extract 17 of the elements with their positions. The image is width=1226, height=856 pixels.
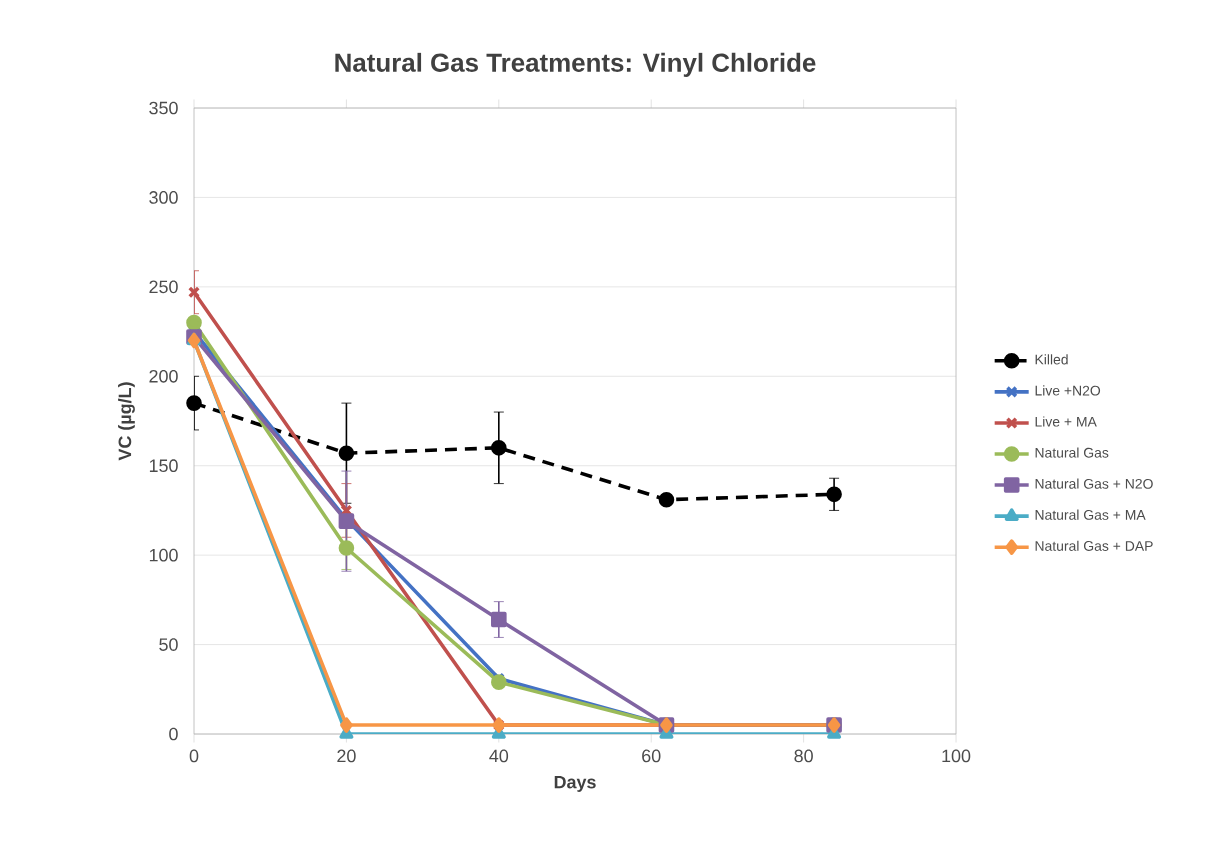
chart-title: Natural Gas Treatments: Vinyl Chloride xyxy=(335,52,816,77)
x-tick-label: 80 xyxy=(794,749,813,763)
x-tick-label: 60 xyxy=(642,749,661,763)
y-tick-label: 350 xyxy=(149,101,178,115)
x-tick-label: 0 xyxy=(189,749,199,763)
x-tick-label: 100 xyxy=(942,749,971,763)
y-axis-title: VC (µg/L) xyxy=(118,382,135,461)
y-tick-label: 200 xyxy=(149,369,178,383)
y-tick-label: 50 xyxy=(159,638,178,651)
x-axis-title: Days xyxy=(554,775,596,792)
y-tick-label: 0 xyxy=(169,727,178,741)
y-tick-label: 300 xyxy=(149,191,178,204)
y-tick-label: 100 xyxy=(149,548,178,562)
y-tick-label: 150 xyxy=(149,459,178,473)
x-tick-label: 20 xyxy=(337,749,356,763)
x-tick-label: 40 xyxy=(489,749,509,763)
y-tick-label: 250 xyxy=(149,280,178,294)
